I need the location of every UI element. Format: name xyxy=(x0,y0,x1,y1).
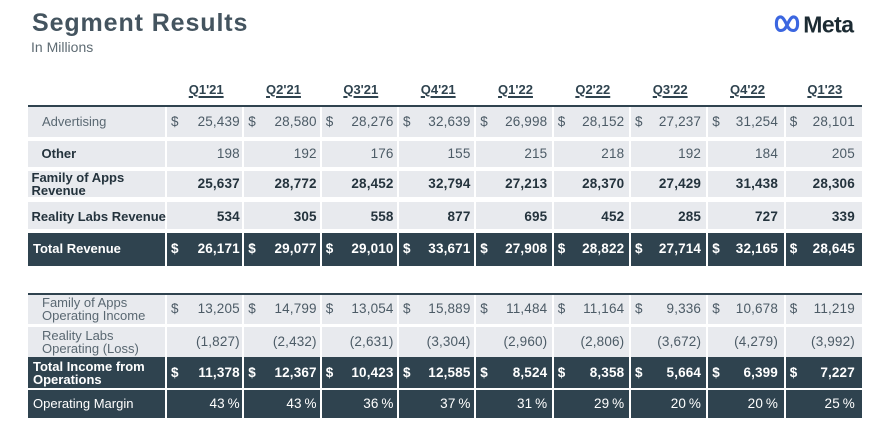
svg-text:Meta: Meta xyxy=(803,12,854,36)
